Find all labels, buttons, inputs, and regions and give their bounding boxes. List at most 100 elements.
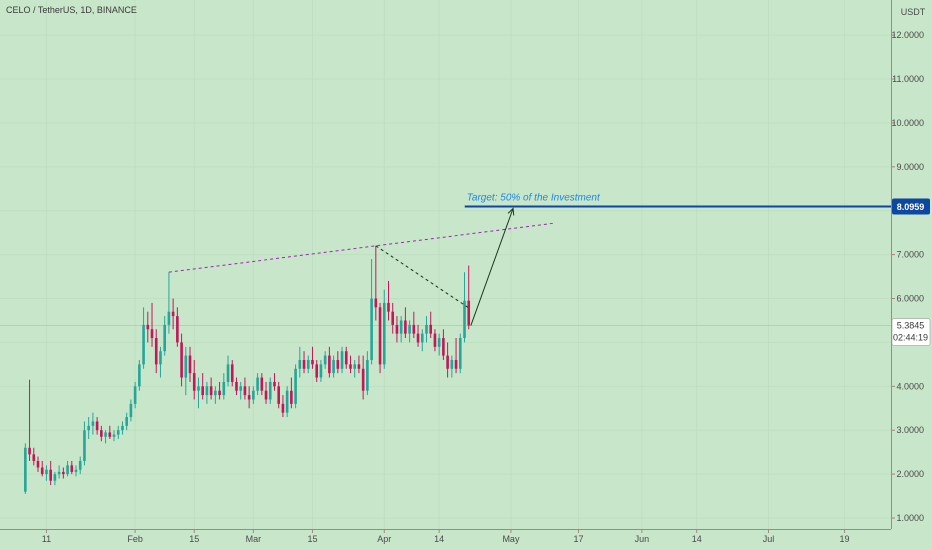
target-arrow[interactable] [470, 208, 514, 326]
candle[interactable] [306, 355, 310, 374]
candle[interactable] [391, 302, 395, 334]
candle[interactable] [57, 465, 61, 479]
candle[interactable] [264, 381, 268, 404]
candle[interactable] [344, 346, 348, 369]
candle[interactable] [252, 386, 255, 404]
downtrend-line[interactable] [375, 245, 469, 308]
candle[interactable] [349, 355, 352, 374]
time-axis[interactable]: 11 Feb 15 Mar 15 Apr 14 May 17 Jun 14 Jul 19 [42, 529, 850, 544]
candle[interactable] [285, 386, 289, 418]
candle[interactable] [239, 381, 243, 400]
candle[interactable] [180, 333, 183, 387]
candle[interactable] [188, 346, 192, 382]
candle[interactable] [95, 417, 99, 435]
candle[interactable] [100, 425, 103, 442]
candle[interactable] [294, 364, 297, 409]
candle[interactable] [32, 447, 36, 466]
candle[interactable] [108, 425, 112, 440]
candle[interactable] [66, 460, 69, 477]
candle[interactable] [163, 316, 166, 356]
candle[interactable] [74, 465, 78, 477]
candle[interactable] [45, 465, 48, 481]
candle[interactable] [247, 386, 251, 409]
candle[interactable] [40, 460, 44, 477]
candle[interactable] [83, 421, 86, 466]
candle[interactable] [454, 338, 458, 374]
candle[interactable] [62, 467, 65, 479]
candle[interactable] [387, 280, 390, 321]
candle[interactable] [340, 346, 344, 374]
candle[interactable] [446, 342, 449, 378]
candle[interactable] [374, 245, 378, 321]
candle[interactable] [408, 320, 411, 343]
candle[interactable] [125, 412, 128, 431]
candle[interactable] [226, 355, 230, 387]
candle[interactable] [370, 259, 373, 365]
candle[interactable] [328, 346, 331, 378]
candle[interactable] [298, 346, 302, 378]
candle[interactable] [260, 373, 264, 396]
candle[interactable] [404, 307, 407, 339]
candle[interactable] [129, 399, 133, 422]
candle[interactable] [184, 346, 188, 396]
candle[interactable] [192, 359, 196, 400]
candle[interactable] [201, 373, 205, 400]
candle[interactable] [116, 425, 120, 440]
candle[interactable] [395, 316, 399, 343]
resistance-trendline[interactable] [168, 222, 554, 273]
candle[interactable] [49, 460, 52, 486]
candle[interactable] [399, 316, 403, 343]
candle[interactable] [366, 351, 369, 396]
candle[interactable] [167, 272, 171, 334]
candle[interactable] [382, 289, 386, 369]
candle[interactable] [458, 333, 462, 374]
candle[interactable] [150, 302, 154, 347]
candle[interactable] [463, 272, 466, 343]
candle[interactable] [171, 298, 175, 330]
candle[interactable] [442, 329, 445, 360]
candle[interactable] [142, 307, 145, 369]
candle[interactable] [214, 386, 217, 404]
candle[interactable] [112, 430, 116, 442]
candle[interactable] [154, 329, 158, 374]
candle[interactable] [205, 381, 209, 404]
candle[interactable] [437, 333, 441, 356]
candle[interactable] [24, 443, 27, 494]
candle[interactable] [159, 346, 162, 378]
candle[interactable] [323, 351, 327, 369]
candle[interactable] [353, 359, 357, 378]
candle[interactable] [230, 359, 234, 387]
candle[interactable] [91, 412, 95, 435]
candle[interactable] [357, 355, 361, 374]
candle[interactable] [420, 329, 424, 352]
candle[interactable] [273, 373, 276, 391]
candle[interactable] [361, 355, 365, 400]
candle[interactable] [235, 377, 238, 396]
candle[interactable] [378, 302, 382, 374]
candle[interactable] [222, 373, 226, 400]
candle[interactable] [315, 359, 319, 382]
candle[interactable] [146, 311, 150, 343]
candle[interactable] [268, 377, 272, 404]
candle[interactable] [218, 381, 221, 400]
candle[interactable] [433, 329, 437, 352]
candle[interactable] [87, 417, 90, 440]
candle[interactable] [336, 351, 340, 374]
candle[interactable] [209, 377, 213, 400]
candle[interactable] [302, 351, 306, 374]
candle[interactable] [256, 373, 259, 396]
candle[interactable] [281, 395, 285, 418]
candle[interactable] [133, 381, 137, 409]
candle[interactable] [412, 311, 416, 339]
candle[interactable] [70, 460, 74, 475]
candle[interactable] [277, 381, 281, 409]
candle[interactable] [53, 471, 57, 486]
candle[interactable] [332, 355, 335, 378]
candle[interactable] [36, 456, 40, 472]
candle[interactable] [450, 355, 454, 378]
candle[interactable] [319, 359, 323, 382]
candle[interactable] [138, 359, 141, 391]
candle[interactable] [311, 346, 314, 369]
candle[interactable] [197, 377, 200, 409]
